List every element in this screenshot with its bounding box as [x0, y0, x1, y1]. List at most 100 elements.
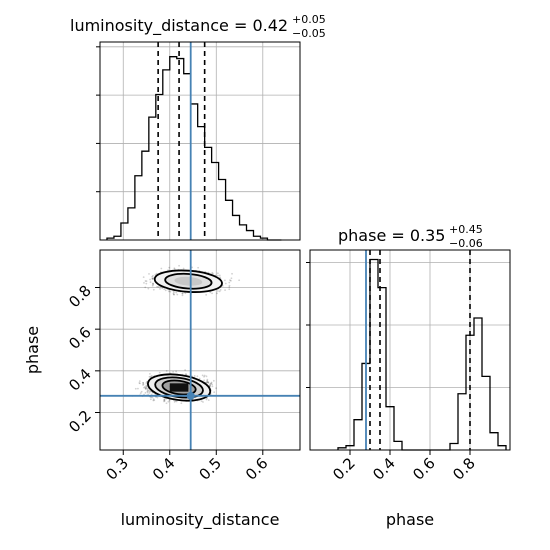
scatter-point	[152, 277, 154, 280]
scatter-point	[198, 377, 201, 380]
scatter-point	[147, 393, 150, 396]
axes-frame	[99, 41, 301, 241]
scatter-point	[152, 283, 154, 286]
scatter-point	[209, 382, 212, 385]
scatter-point	[173, 268, 176, 271]
scatter-point	[207, 399, 210, 402]
scatter-point	[149, 398, 152, 401]
scatter-point	[200, 400, 203, 403]
scatter-point	[205, 293, 208, 296]
scatter-point	[184, 369, 187, 371]
scatter-point	[207, 381, 210, 384]
scatter-point	[191, 266, 194, 269]
scatter-point	[206, 378, 209, 381]
scatter-point	[181, 292, 184, 295]
scatter-point	[144, 387, 147, 390]
scatter-point	[152, 274, 154, 277]
scatter-point	[181, 294, 184, 297]
density-contour	[174, 276, 203, 286]
scatter-point	[145, 385, 148, 388]
scatter-point	[217, 274, 219, 277]
scatter-point	[172, 293, 175, 296]
scatter-point	[209, 291, 212, 294]
scatter-point	[161, 287, 164, 290]
x-tick-label: 0.3	[102, 454, 132, 484]
scatter-point	[165, 402, 168, 405]
scatter-point	[163, 399, 166, 402]
histogram-step	[106, 56, 282, 241]
scatter-point	[202, 401, 204, 403]
scatter-point	[176, 293, 179, 296]
scatter-point	[167, 400, 170, 403]
scatter-point	[175, 291, 178, 294]
scatter-point	[173, 293, 175, 296]
y-tick-label: 0.2	[65, 407, 95, 437]
scatter-point	[213, 391, 216, 394]
scatter-point	[216, 272, 219, 275]
scatter-point	[146, 387, 149, 390]
scatter-point	[151, 275, 154, 278]
scatter-point	[169, 290, 172, 293]
scatter-point	[142, 276, 145, 279]
scatter-point	[175, 400, 178, 403]
scatter-point	[152, 288, 155, 291]
truth-marker	[186, 391, 195, 400]
scatter-point	[146, 390, 149, 393]
scatter-point	[147, 389, 150, 392]
scatter-point	[180, 402, 183, 405]
scatter-point	[150, 396, 153, 399]
scatter-point	[173, 291, 175, 293]
scatter-point	[145, 386, 148, 389]
scatter-point	[151, 278, 154, 280]
scatter-point	[144, 385, 146, 388]
phase-histogram: 0.2 0.4 0.6 0.8	[306, 249, 511, 484]
scatter-point	[203, 374, 206, 377]
scatter-point	[211, 385, 214, 388]
scatter-point	[149, 375, 152, 378]
scatter-point	[238, 279, 241, 282]
phase-title: phase = 0.35 +0.45 −0.06	[338, 223, 483, 250]
scatter-point	[196, 375, 199, 378]
scatter-point	[229, 279, 232, 282]
scatter-point	[224, 282, 227, 285]
density-peak	[169, 383, 189, 392]
scatter-point	[150, 374, 153, 377]
scatter-point	[158, 371, 161, 374]
scatter-point	[181, 292, 184, 295]
scatter-point	[203, 375, 205, 378]
scatter-point	[218, 274, 221, 277]
scatter-point	[151, 277, 154, 280]
luminosity-distance-histogram	[96, 41, 301, 241]
scatter-point	[138, 380, 141, 383]
phase-title-upper: +0.45	[449, 223, 483, 236]
luminosity-distance-title-upper: +0.05	[292, 13, 326, 26]
scatter-point	[229, 279, 231, 281]
x-tick-label: 0.5	[196, 454, 226, 484]
scatter-point	[149, 278, 151, 281]
scatter-point	[142, 384, 144, 386]
scatter-point	[153, 399, 156, 402]
scatter-point	[212, 272, 214, 275]
scatter-point	[148, 392, 151, 394]
scatter-point	[148, 375, 151, 378]
scatter-point	[164, 289, 167, 292]
scatter-point	[163, 288, 166, 291]
scatter-point	[138, 382, 141, 384]
scatter-point	[145, 282, 148, 285]
x-tick-label: 0.6	[242, 454, 272, 484]
scatter-point	[152, 399, 155, 402]
scatter-point	[210, 381, 213, 384]
scatter-point	[228, 281, 231, 284]
scatter-point	[224, 289, 226, 292]
luminosity-distance-title: luminosity_distance = 0.42 +0.05 −0.05	[70, 13, 326, 40]
scatter-point	[216, 292, 218, 295]
scatter-point	[144, 388, 147, 391]
y-tick-label: 0.8	[65, 282, 95, 312]
phase-title-lower: −0.06	[449, 237, 483, 250]
x-tick-label: 0.4	[369, 454, 399, 484]
scatter-point	[148, 372, 151, 375]
scatter-point	[175, 370, 178, 373]
scatter-point	[142, 382, 145, 384]
scatter-point	[182, 267, 185, 270]
